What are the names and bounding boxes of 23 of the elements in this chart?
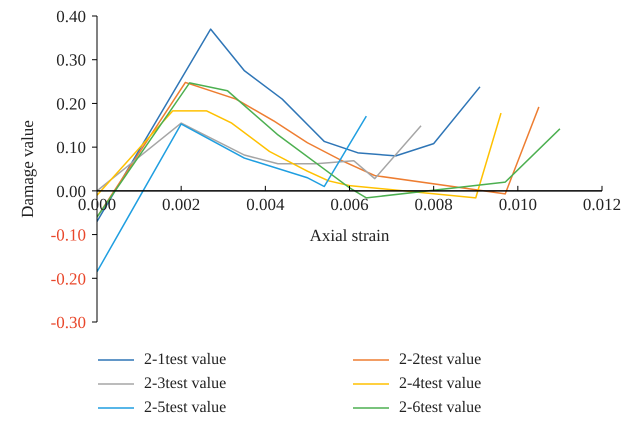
y-tick-label: 0.30 (56, 50, 86, 70)
legend-label: 2-1test value (144, 351, 226, 369)
x-tick-label: 0.012 (582, 194, 622, 214)
line-series (97, 122, 422, 192)
legend-label: 2-2test value (399, 351, 482, 369)
legend-label: 2-3test value (144, 375, 226, 393)
legend-label: 2-4test value (399, 375, 482, 393)
line-series (97, 110, 502, 199)
legend-label: 2-6test value (399, 399, 482, 417)
x-tick-label: 0.004 (246, 194, 285, 214)
x-tick-label: 0.002 (162, 194, 200, 214)
x-tick-label: 0.010 (498, 194, 537, 214)
y-tick-label: -0.10 (50, 226, 86, 245)
y-tick-label: 0.10 (56, 138, 86, 158)
y-tick-label: -0.20 (50, 269, 86, 288)
legend-label: 2-5test value (144, 399, 226, 417)
x-axis-title: Axial strain (310, 226, 390, 245)
x-tick-label: 0.008 (414, 194, 453, 214)
x-tick-label: 0.006 (330, 194, 369, 214)
y-tick-label: 0.20 (56, 94, 86, 114)
y-tick-label: -0.30 (50, 313, 86, 332)
y-axis-title: Damage value (18, 120, 38, 218)
y-tick-label: 0.40 (56, 7, 86, 26)
